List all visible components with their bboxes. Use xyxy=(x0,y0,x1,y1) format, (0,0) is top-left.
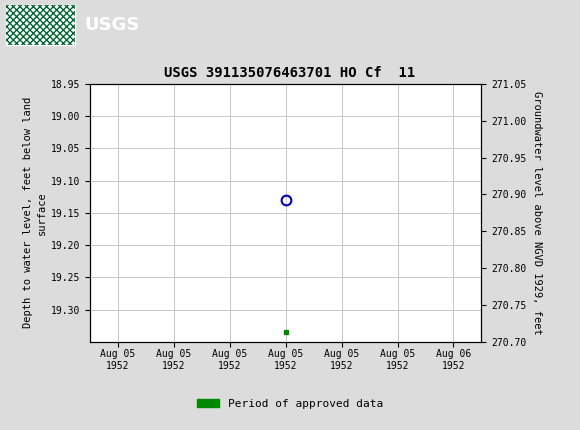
Legend: Period of approved data: Period of approved data xyxy=(193,395,387,414)
Y-axis label: Groundwater level above NGVD 1929, feet: Groundwater level above NGVD 1929, feet xyxy=(532,91,542,335)
Text: USGS 391135076463701 HO Cf  11: USGS 391135076463701 HO Cf 11 xyxy=(164,66,416,80)
Bar xyxy=(6,5,75,45)
Bar xyxy=(6,5,75,45)
Y-axis label: Depth to water level, feet below land
surface: Depth to water level, feet below land su… xyxy=(23,97,46,329)
Text: USGS: USGS xyxy=(84,16,139,34)
